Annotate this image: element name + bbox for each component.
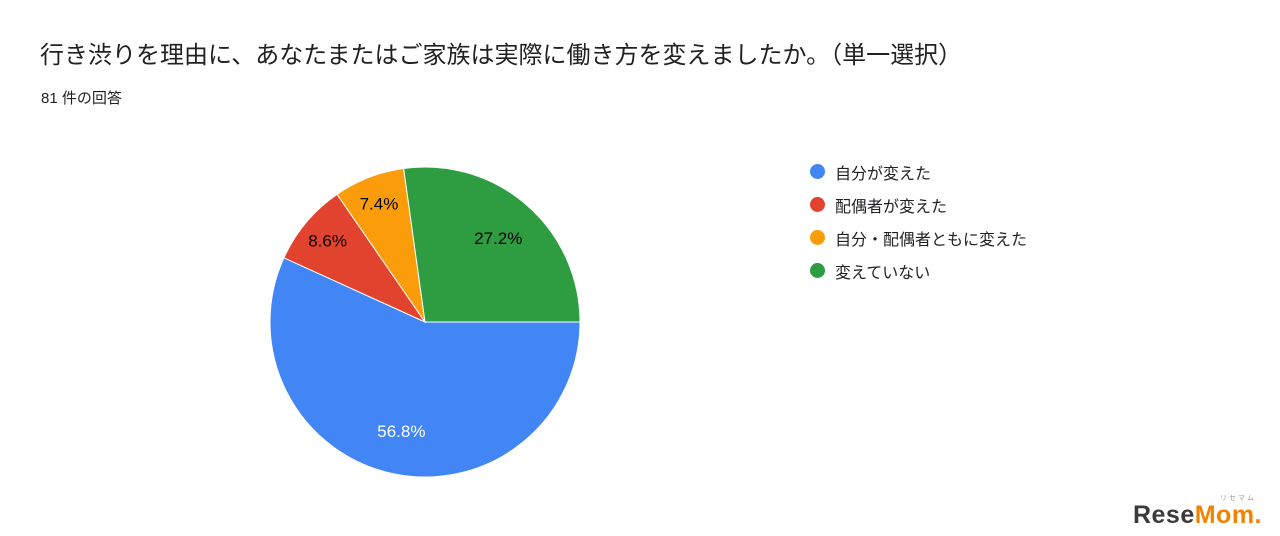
- legend-label: 自分・配偶者ともに変えた: [835, 231, 1028, 249]
- legend-label: 変えていない: [835, 264, 931, 282]
- legend-item-2: 自分・配偶者ともに変えた: [810, 228, 1028, 249]
- resemom-logo-part-1: Mom: [1194, 501, 1255, 529]
- pie-slice-label-0: 56.8%: [377, 422, 425, 441]
- resemom-logo-text: ReseMom.: [1133, 501, 1262, 529]
- legend-item-0: 自分が変えた: [810, 162, 1027, 183]
- resemom-logo-ruby: リセマム: [1220, 495, 1256, 502]
- legend-color-dot: [810, 197, 825, 212]
- pie-slice-3: [403, 166, 581, 323]
- resemom-logo-part-0: Rese: [1132, 501, 1195, 529]
- legend: 自分が変えた 配偶者が変えた自分・配偶者ともに変えた 変えていない: [810, 162, 1028, 282]
- legend-color-dot: [810, 164, 825, 179]
- pie-slice-label-3: 27.2%: [474, 229, 522, 248]
- legend-label: 自分が変えた: [835, 165, 932, 183]
- legend-color-dot: [810, 263, 825, 278]
- resemom-logo-part-2: .: [1254, 501, 1262, 529]
- pie-slice-1: [283, 193, 427, 324]
- legend-item-1: 配偶者が変えた: [810, 195, 1027, 216]
- pie-slice-label-2: 7.4%: [360, 194, 399, 213]
- chart-title: 行き渋りを理由に、あなたまたはご家族は実際に働き方を変えましたか。（単一選択）: [40, 42, 963, 69]
- response-count: 81 件の回答: [41, 90, 122, 107]
- legend-color-dot: [810, 230, 825, 245]
- pie-chart: 56.8% 8.6% 7.4% 27.2%: [265, 162, 585, 482]
- pie-slice-label-1: 8.6%: [308, 231, 347, 250]
- pie-slice-0: [269, 257, 581, 478]
- pie-chart-svg: 56.8% 8.6% 7.4% 27.2%: [269, 166, 581, 478]
- legend-label: 配偶者が変えた: [835, 198, 948, 216]
- legend-item-3: 変えていない: [810, 261, 1027, 282]
- resemom-logo: リセマム ReseMom.: [1133, 495, 1262, 529]
